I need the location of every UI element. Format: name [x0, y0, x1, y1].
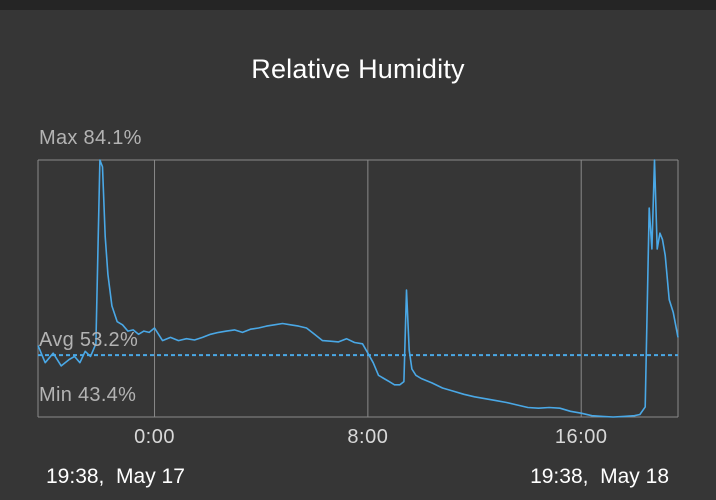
- x-tick-label: 16:00: [554, 426, 608, 448]
- min-label: Min 43.4%: [39, 384, 137, 406]
- max-label: Max 84.1%: [39, 127, 142, 149]
- avg-label: Avg 53.2%: [39, 329, 139, 352]
- top-bar: [0, 0, 716, 10]
- humidity-series-line: [37, 159, 679, 418]
- range-end-label: 19:38, May 18: [530, 465, 669, 488]
- x-tick-label: 8:00: [347, 426, 389, 448]
- range-start-label: 19:38, May 17: [46, 465, 185, 488]
- x-tick-label: 0:00: [134, 426, 175, 448]
- chart-title: Relative Humidity: [251, 54, 465, 84]
